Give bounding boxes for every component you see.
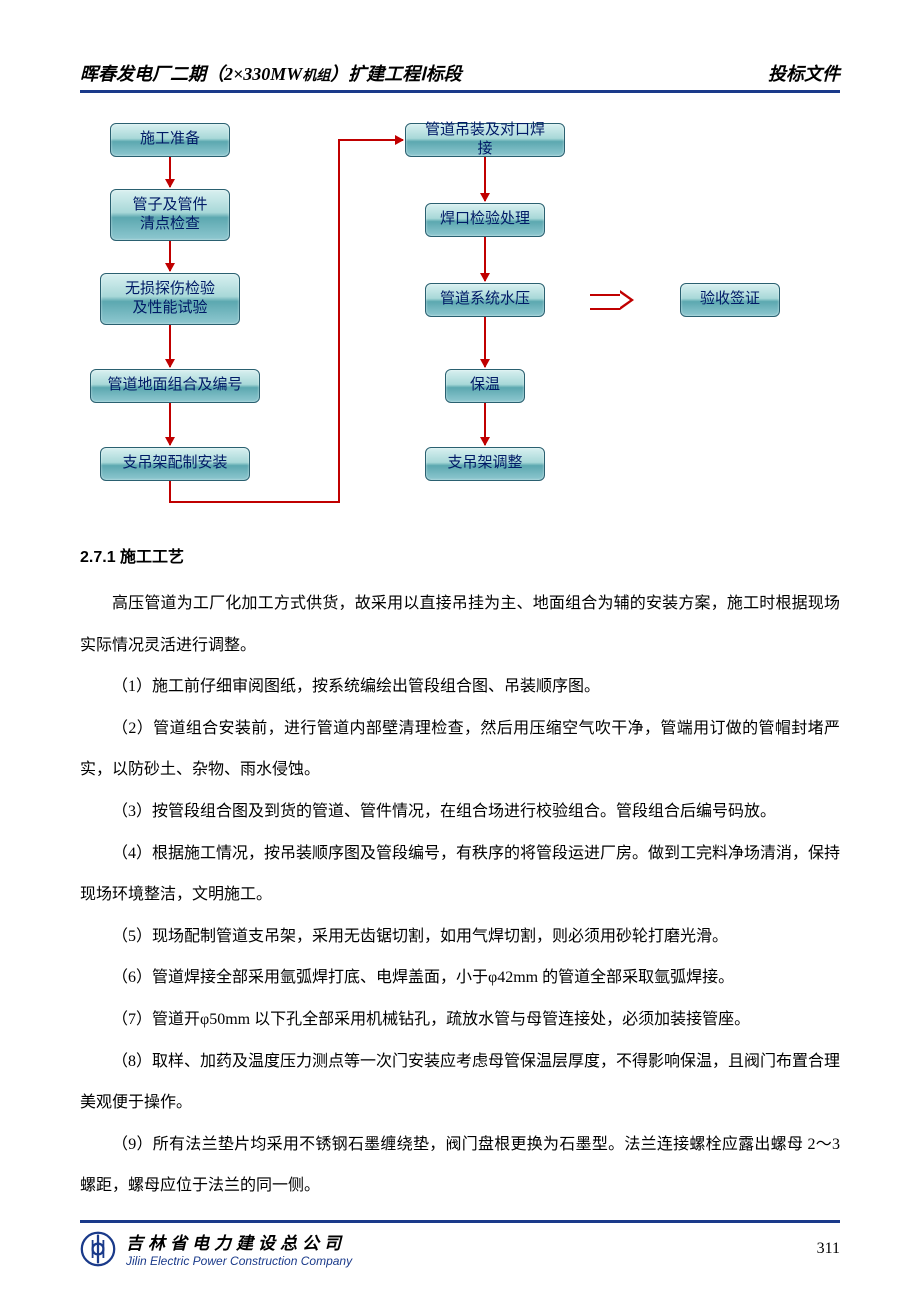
paragraph: （5）现场配制管道支吊架，采用无齿锯切割，如用气焊切割，则必须用砂轮打磨光滑。 xyxy=(80,916,840,958)
arrow-icon xyxy=(338,139,403,141)
connector-line xyxy=(169,481,171,503)
flowchart: 施工准备 管子及管件 清点检查 无损探伤检验 及性能试验 管道地面组合及编号 支… xyxy=(80,123,840,523)
paragraph: （2）管道组合安装前，进行管道内部壁清理检查，然后用压缩空气吹干净，管端用订做的… xyxy=(80,708,840,791)
arrow-icon xyxy=(169,157,171,187)
header-left-suffix: ）扩建工程Ⅰ标段 xyxy=(330,64,461,84)
paragraph: （9）所有法兰垫片均采用不锈钢石墨缠绕垫，阀门盘根更换为石墨型。法兰连接螺栓应露… xyxy=(80,1124,840,1207)
footer-company-cn: 吉林省电力建设总公司 xyxy=(126,1229,352,1254)
paragraph: 高压管道为工厂化加工方式供货，故采用以直接吊挂为主、地面组合为辅的安装方案，施工… xyxy=(80,583,840,666)
flow-node-support-fab: 支吊架配制安装 xyxy=(100,447,250,481)
header-title-right: 投标文件 xyxy=(768,60,840,86)
flow-node-acceptance: 验收签证 xyxy=(680,283,780,317)
company-logo-icon xyxy=(80,1231,116,1267)
flow-node-support-adjust: 支吊架调整 xyxy=(425,447,545,481)
footer-company-en: Jilin Electric Power Construction Compan… xyxy=(126,1254,352,1268)
paragraph: （1）施工前仔细审阅图纸，按系统编绘出管段组合图、吊装顺序图。 xyxy=(80,666,840,708)
paragraph: （7）管道开φ50mm 以下孔全部采用机械钻孔，疏放水管与母管连接处，必须加装接… xyxy=(80,999,840,1041)
flow-node-ndt: 无损探伤检验 及性能试验 xyxy=(100,273,240,325)
flow-node-hydro: 管道系统水压 xyxy=(425,283,545,317)
page-number: 311 xyxy=(817,1240,840,1258)
connector-line xyxy=(169,501,340,503)
arrow-icon xyxy=(484,157,486,201)
paragraph: （4）根据施工情况，按吊装顺序图及管段编号，有秩序的将管段运进厂房。做到工完料净… xyxy=(80,833,840,916)
flow-node-assembly: 管道地面组合及编号 xyxy=(90,369,260,403)
connector-line xyxy=(338,139,340,503)
flow-node-weld-check: 焊口检验处理 xyxy=(425,203,545,237)
flow-node-insulation: 保温 xyxy=(445,369,525,403)
section-heading: 2.7.1 施工工艺 xyxy=(80,543,840,567)
flow-node-prep: 施工准备 xyxy=(110,123,230,157)
page-header: 晖春发电厂二期（2×330MW机组）扩建工程Ⅰ标段 投标文件 xyxy=(80,60,840,93)
header-title-left: 晖春发电厂二期（2×330MW机组）扩建工程Ⅰ标段 xyxy=(80,60,462,86)
paragraph: （3）按管段组合图及到货的管道、管件情况，在组合场进行校验组合。管段组合后编号码… xyxy=(80,791,840,833)
page-footer: 吉林省电力建设总公司 Jilin Electric Power Construc… xyxy=(80,1220,840,1268)
arrow-icon xyxy=(484,403,486,445)
paragraph: （6）管道焊接全部采用氩弧焊打底、电焊盖面，小于φ42mm 的管道全部采取氩弧焊… xyxy=(80,957,840,999)
arrow-icon xyxy=(484,237,486,281)
arrow-icon xyxy=(169,403,171,445)
arrow-icon xyxy=(169,241,171,271)
footer-company-block: 吉林省电力建设总公司 Jilin Electric Power Construc… xyxy=(126,1229,352,1268)
arrow-icon xyxy=(484,317,486,367)
header-left-prefix: 晖春发电厂二期（2×330MW xyxy=(80,64,302,84)
paragraph: （8）取样、加药及温度压力测点等一次门安装应考虑母管保温层厚度，不得影响保温，且… xyxy=(80,1041,840,1124)
arrow-icon xyxy=(169,325,171,367)
flow-node-inspect: 管子及管件 清点检查 xyxy=(110,189,230,241)
header-left-mid: 机组 xyxy=(302,69,330,84)
footer-left: 吉林省电力建设总公司 Jilin Electric Power Construc… xyxy=(80,1229,352,1268)
flow-node-hoist-weld: 管道吊装及对口焊接 xyxy=(405,123,565,157)
body-text: 高压管道为工厂化加工方式供货，故采用以直接吊挂为主、地面组合为辅的安装方案，施工… xyxy=(80,583,840,1207)
